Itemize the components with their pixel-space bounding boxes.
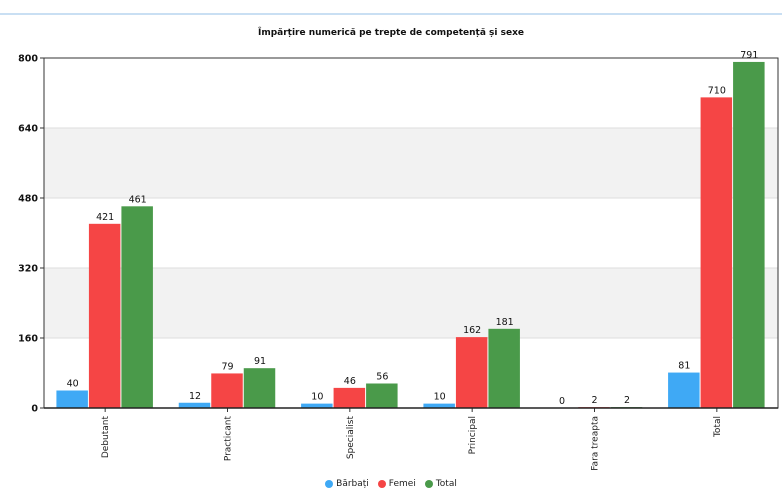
data-label: 0 [559,396,565,407]
legend-item[interactable]: Femei [377,479,416,489]
bar [243,368,276,408]
x-tick-label: Fara treapta [591,416,601,470]
data-label: 81 [678,361,690,372]
bar [455,337,488,408]
legend-item[interactable]: Bărbați [325,479,369,489]
bar [700,97,733,408]
data-label: 710 [708,85,726,96]
data-label: 91 [254,356,266,367]
chart-title: Împărțire numerică pe trepte de competen… [257,28,524,38]
bar [733,61,765,408]
bar [178,402,211,408]
data-label: 56 [376,372,388,383]
bar [668,372,700,408]
y-tick-label: 320 [18,264,38,275]
y-tick-label: 0 [31,404,38,415]
y-tick-label: 800 [18,54,38,65]
y-tick-label: 480 [18,194,38,205]
data-label: 162 [463,325,481,336]
data-label: 461 [129,194,147,205]
legend-label: Total [435,479,457,489]
data-label: 421 [96,212,114,223]
y-tick-label: 640 [18,124,38,135]
x-tick-label: Debutant [101,416,111,459]
x-tick-label: Practicant [224,416,234,462]
bar [211,373,243,408]
x-tick-label: Specialist [346,416,356,460]
bar-chart: 0 160 320 480 640 800 40 421 461 Debutant 12 79 91 Pr… [18,50,779,470]
legend-item[interactable]: Total [424,479,457,489]
data-label: 2 [591,395,597,406]
data-label: 10 [311,392,323,403]
data-label: 12 [189,391,201,402]
bar [301,403,333,408]
x-tick-label: Principal [468,416,478,454]
legend-label: Femei [388,479,416,489]
bar [488,328,520,408]
x-tick-label: Total [713,416,723,438]
plot-frame [43,57,779,409]
bar [56,390,88,408]
chart-legend: Bărbați Femei Total [0,479,782,489]
legend-marker-icon [325,480,334,488]
data-label: 2 [624,395,630,406]
data-label: 40 [67,379,79,390]
top-divider [0,13,782,15]
data-label: 181 [496,317,514,328]
legend-marker-icon [424,480,433,488]
y-tick-label: 160 [18,334,38,345]
grid-band [44,268,778,338]
grid-band [44,128,778,198]
data-label: 79 [221,361,233,372]
bar [121,206,153,408]
data-label: 46 [344,376,356,387]
bar [366,383,398,408]
legend-marker-icon [377,480,386,488]
bar [88,223,121,408]
data-label: 10 [434,392,446,403]
bar [423,403,455,408]
data-label: 791 [740,50,758,61]
legend-label: Bărbați [336,479,369,489]
bar [333,387,366,408]
